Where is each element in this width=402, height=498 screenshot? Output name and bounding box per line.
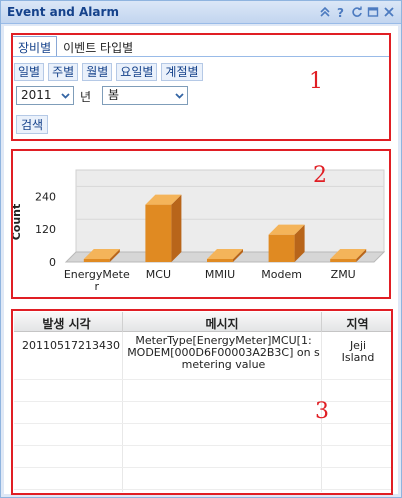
device-count-chart: 0 120 240 Count EnergyMeter MCU MMIU Modem ZMU xyxy=(10,169,386,293)
maximize-icon[interactable] xyxy=(366,5,379,18)
empty-row xyxy=(14,380,392,402)
bar-side xyxy=(233,249,243,262)
x-tick-label: MCU xyxy=(146,268,171,281)
weekly-button[interactable]: 주별 xyxy=(48,63,79,81)
monthly-button[interactable]: 월별 xyxy=(82,63,113,81)
panel-body: 장비별 이벤트 타입별 일별 주별 월별 요일별 계절별 2011 년 봄 검색… xyxy=(4,26,398,494)
bar-side xyxy=(171,194,182,262)
bar-front xyxy=(83,259,110,262)
bar-side xyxy=(109,249,120,262)
column-header-time[interactable]: 발생 시각 xyxy=(42,317,91,331)
bar-top xyxy=(268,224,305,235)
period-buttons: 일별 주별 월별 요일별 계절별 xyxy=(14,63,203,81)
bar-side xyxy=(294,224,305,262)
column-line xyxy=(122,332,123,492)
message-line: MeterType[EnergyMeter]MCU[1: xyxy=(135,335,312,347)
bar-front xyxy=(330,259,357,262)
column-separator xyxy=(122,312,123,332)
x-tick-label: ZMU xyxy=(331,268,356,281)
event-time-cell: 20110517213430 xyxy=(22,340,120,352)
search-button[interactable]: 검색 xyxy=(16,115,49,134)
region-line: Island xyxy=(341,351,375,364)
collapse-icon[interactable] xyxy=(318,5,331,18)
season-select-value: 봄 xyxy=(108,88,120,102)
view-tabs: 장비별 이벤트 타입별 xyxy=(12,36,139,56)
title-bar: Event and Alarm ? xyxy=(1,1,401,24)
bar-side xyxy=(356,249,367,262)
bar-top xyxy=(145,194,182,205)
bar-front xyxy=(145,204,172,262)
tab-by-event-type[interactable]: 이벤트 타입별 xyxy=(63,41,134,55)
weekday-button[interactable]: 요일별 xyxy=(116,63,158,81)
column-header-message[interactable]: 메시지 xyxy=(205,317,239,331)
empty-row xyxy=(14,424,392,446)
y-axis-label: Count xyxy=(10,204,23,241)
event-region-cell: Jeji Island xyxy=(324,340,392,364)
year-select[interactable]: 2011 xyxy=(16,86,74,105)
message-line: MODEM[000D6F00003A2B3C] on s xyxy=(127,346,320,359)
x-tick-label: Modem xyxy=(261,268,302,281)
column-header-region[interactable]: 지역 xyxy=(346,317,369,331)
bar-top xyxy=(207,249,243,259)
message-line: metering value xyxy=(181,358,266,371)
svg-text:?: ? xyxy=(337,6,344,18)
seasonal-button[interactable]: 계절별 xyxy=(161,63,203,81)
annotation-number-3: 3 xyxy=(315,399,329,424)
year-select-value: 2011 xyxy=(21,88,52,102)
year-suffix-label: 년 xyxy=(80,90,92,104)
chevron-down-icon xyxy=(175,93,184,99)
daily-button[interactable]: 일별 xyxy=(14,63,45,81)
bar-top xyxy=(330,249,367,259)
refresh-icon[interactable] xyxy=(350,5,363,18)
tab-divider xyxy=(12,56,390,57)
table-row[interactable]: 20110517213430 MeterType[EnergyMeter]MCU… xyxy=(14,332,392,380)
empty-row xyxy=(14,468,392,490)
empty-row xyxy=(14,402,392,424)
window-title: Event and Alarm xyxy=(7,5,119,19)
chevron-down-icon xyxy=(61,93,70,99)
window-tools: ? xyxy=(318,5,395,18)
grid-header: 발생 시각 메시지 지역 xyxy=(14,312,392,332)
event-message-cell: MeterType[EnergyMeter]MCU[1: MODEM[000D6… xyxy=(127,335,320,371)
x-tick-label: EnergyMete xyxy=(64,268,130,281)
annotation-number-1: 1 xyxy=(309,69,323,94)
season-select[interactable]: 봄 xyxy=(102,86,188,105)
column-separator xyxy=(321,312,322,332)
bar-top xyxy=(83,249,120,259)
annotation-box-3 xyxy=(11,309,393,495)
chart-area: 0 120 240 Count EnergyMete r MCU MMIU Modem ZMU xyxy=(4,150,398,298)
y-tick-label: 120 xyxy=(35,223,56,236)
bar-front xyxy=(207,259,233,262)
x-tick-label: MMIU xyxy=(205,268,235,281)
annotation-box-2 xyxy=(11,149,391,299)
event-grid: 발생 시각 메시지 지역 20110517213430 MeterType[En… xyxy=(14,312,392,492)
column-line xyxy=(321,332,322,492)
annotation-number-2: 2 xyxy=(313,163,327,188)
y-tick-label: 0 xyxy=(49,256,56,269)
tab-by-device[interactable]: 장비별 xyxy=(12,36,58,56)
x-tick-label-continued: r xyxy=(95,280,100,293)
help-icon[interactable]: ? xyxy=(334,5,347,18)
y-tick-label: 240 xyxy=(35,190,56,203)
annotation-box-1 xyxy=(11,33,391,141)
bar-front xyxy=(268,234,295,262)
region-line: Jeji xyxy=(349,340,367,352)
empty-row xyxy=(14,446,392,468)
close-icon[interactable] xyxy=(382,5,395,18)
